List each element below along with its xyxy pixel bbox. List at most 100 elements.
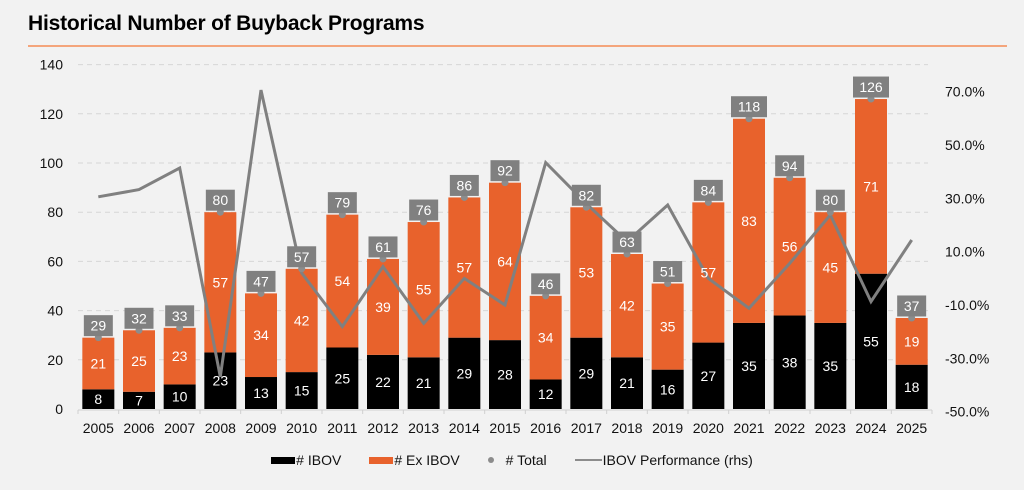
label-ex-ibov: 19 <box>904 333 920 349</box>
x-tick-label: 2013 <box>408 420 439 436</box>
right-tick-label: -10.0% <box>945 297 989 313</box>
x-tick-label: 2019 <box>652 420 683 436</box>
total-label: 86 <box>457 177 473 193</box>
label-ibov: 7 <box>135 392 143 408</box>
total-label: 76 <box>416 202 432 218</box>
left-tick-label: 0 <box>55 401 63 417</box>
x-tick-label: 2008 <box>205 420 236 436</box>
label-ibov: 21 <box>619 375 635 391</box>
label-ex-ibov: 25 <box>131 353 147 369</box>
left-tick-label: 120 <box>40 106 64 122</box>
left-tick-label: 40 <box>47 303 63 319</box>
label-ex-ibov: 42 <box>619 298 635 314</box>
x-tick-label: 2012 <box>367 420 398 436</box>
total-label-box <box>327 192 357 214</box>
x-tick-label: 2018 <box>611 420 642 436</box>
bar-ibov <box>285 372 318 409</box>
bar-ibov <box>895 364 928 409</box>
bar-ex-ibov <box>692 202 725 343</box>
bar-ex-ibov <box>448 197 481 338</box>
bar-ex-ibov <box>489 182 521 341</box>
legend-label-performance: IBOV Performance (rhs) <box>602 452 753 468</box>
left-tick-label: 100 <box>40 155 64 171</box>
bar-ibov <box>773 315 806 409</box>
left-tick-label: 80 <box>47 204 63 220</box>
label-ibov: 23 <box>213 373 229 389</box>
x-tick-label: 2009 <box>245 420 276 436</box>
bar-ibov <box>245 377 277 409</box>
total-label-box <box>571 184 601 206</box>
bar-ex-ibov <box>651 283 684 370</box>
label-ibov: 25 <box>335 370 351 386</box>
x-tick-label: 2011 <box>327 420 357 436</box>
total-label-box <box>531 273 561 295</box>
label-ex-ibov: 57 <box>457 260 473 276</box>
total-label-box <box>815 189 845 211</box>
total-label: 80 <box>213 192 229 208</box>
label-ibov: 13 <box>253 385 269 401</box>
label-ex-ibov: 83 <box>741 213 757 229</box>
total-label: 79 <box>335 195 351 211</box>
label-ibov: 22 <box>375 374 391 390</box>
bar-ex-ibov <box>733 118 765 323</box>
bar-ex-ibov <box>529 295 562 380</box>
total-label: 63 <box>619 234 635 250</box>
legend-swatch-ex-ibov <box>369 456 394 464</box>
x-tick-label: 2023 <box>815 420 846 436</box>
total-label: 51 <box>660 264 676 280</box>
label-ibov: 8 <box>94 391 102 407</box>
total-label-box <box>693 179 723 201</box>
bar-ibov <box>692 342 725 409</box>
label-ex-ibov: 21 <box>91 355 107 371</box>
legend: # IBOV # Ex IBOV # Total IBOV Performanc… <box>0 452 1024 468</box>
label-ex-ibov: 34 <box>253 327 269 343</box>
x-tick-label: 2006 <box>123 420 154 436</box>
total-label-box <box>246 270 276 292</box>
total-label-box <box>490 160 520 182</box>
label-ibov: 28 <box>497 367 513 383</box>
bar-ex-ibov <box>245 293 277 378</box>
total-label-box <box>165 305 195 327</box>
bar-ex-ibov <box>855 99 887 274</box>
right-tick-label: 50.0% <box>945 137 985 153</box>
label-ex-ibov: 23 <box>172 348 188 364</box>
right-tick-label: -30.0% <box>945 350 989 366</box>
total-label-box <box>287 246 317 268</box>
chart: 0 20 40 60 80 100 120 140 -50.0% -30.0% -10.0% 10.… <box>40 57 990 436</box>
x-tick-label: 2024 <box>855 420 886 436</box>
legend-item-performance: IBOV Performance (rhs) <box>574 452 753 468</box>
total-label: 32 <box>131 310 147 326</box>
title-underline <box>28 45 1007 47</box>
total-label: 84 <box>701 182 717 198</box>
bar-ex-ibov <box>123 330 155 392</box>
label-ibov: 15 <box>294 383 310 399</box>
legend-item-ex-ibov: # Ex IBOV <box>369 452 460 468</box>
total-label: 57 <box>294 249 310 265</box>
label-ex-ibov: 71 <box>863 178 879 194</box>
label-ex-ibov: 56 <box>782 239 798 255</box>
bar-ex-ibov <box>407 222 440 358</box>
x-tick-label: 2025 <box>896 420 927 436</box>
performance-line <box>98 89 913 378</box>
label-ibov: 12 <box>538 386 554 402</box>
legend-label-total: # Total <box>505 452 547 468</box>
total-label: 29 <box>91 318 107 334</box>
label-ibov: 10 <box>172 389 188 405</box>
label-ex-ibov: 45 <box>823 260 839 276</box>
label-ex-ibov: 57 <box>701 264 717 280</box>
label-ibov: 16 <box>660 381 676 397</box>
total-label-box <box>124 307 154 329</box>
right-tick-label: -50.0% <box>945 404 989 420</box>
bar-ibov <box>407 357 440 409</box>
total-label-box <box>612 231 642 253</box>
total-label-box <box>205 189 235 211</box>
total-label: 118 <box>738 99 761 115</box>
right-tick-label: 70.0% <box>945 84 985 100</box>
legend-label-ibov: # IBOV <box>296 452 342 468</box>
total-label-box <box>83 315 113 337</box>
legend-label-ex-ibov: # Ex IBOV <box>394 452 460 468</box>
left-tick-label: 20 <box>47 352 63 368</box>
total-label: 47 <box>253 273 269 289</box>
bar-ibov <box>855 273 887 409</box>
x-tick-label: 2021 <box>733 420 764 436</box>
